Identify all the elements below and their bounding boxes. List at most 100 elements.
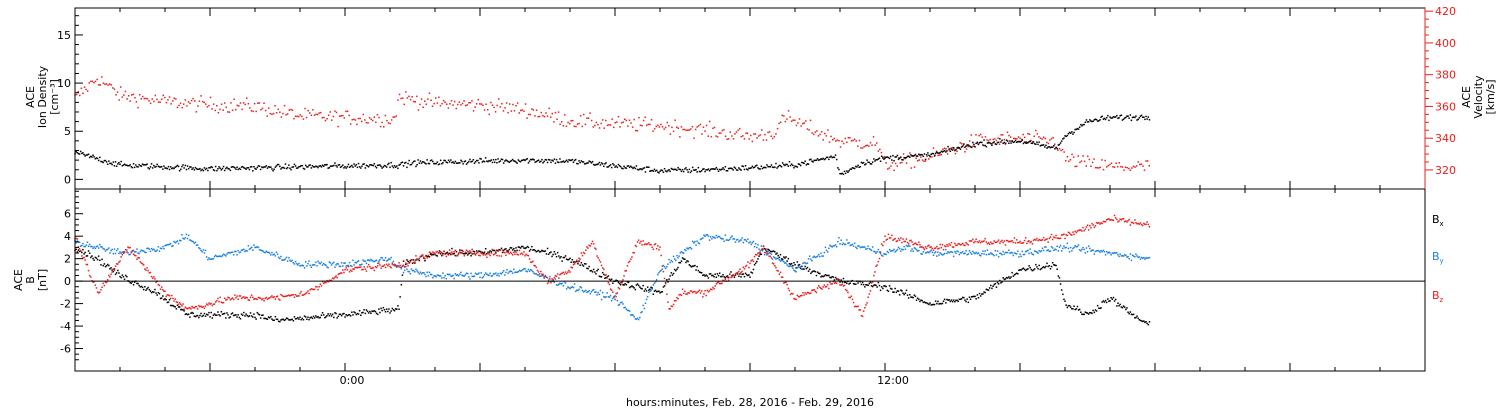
bz-point [886, 238, 889, 240]
bz-point [662, 270, 665, 273]
by-point [849, 244, 851, 247]
by-point [681, 251, 684, 254]
bx-point [372, 310, 374, 313]
by-point [982, 250, 984, 252]
bz-point [828, 287, 830, 290]
bz-point [212, 303, 215, 305]
bz-point [679, 293, 682, 296]
velocity-point [164, 96, 166, 99]
by-point [954, 250, 956, 253]
bz-point [510, 252, 513, 255]
bz-point [735, 272, 738, 275]
density-point [637, 169, 640, 171]
density-point [1136, 119, 1138, 121]
bz-point [804, 292, 806, 294]
by-point [1059, 244, 1062, 247]
density-point [688, 168, 691, 171]
bz-point [715, 283, 718, 285]
bz-point [421, 254, 424, 257]
by-point [1083, 248, 1085, 251]
bx-point [675, 269, 677, 272]
by-point [589, 292, 592, 295]
by-point [607, 296, 610, 298]
velocity-point [433, 102, 435, 105]
velocity-point [75, 93, 78, 96]
by-point [763, 253, 766, 256]
velocity-point [790, 120, 793, 122]
density-point [604, 163, 606, 165]
bx-point [506, 250, 508, 252]
velocity-point [464, 104, 467, 107]
bx-point [939, 302, 941, 305]
bz-point [184, 306, 187, 308]
bz-point [887, 233, 890, 236]
bz-point [853, 305, 856, 308]
velocity-point [501, 103, 503, 105]
by-point [144, 251, 146, 253]
bz-point [262, 297, 264, 300]
bx-point [587, 267, 589, 270]
bx-point [835, 278, 838, 280]
density-point [519, 160, 522, 163]
bz-point [640, 240, 642, 243]
bx-point [436, 255, 439, 257]
density-point [616, 166, 619, 169]
bx-point [517, 246, 520, 248]
by-point [92, 247, 94, 250]
by-point [720, 237, 722, 239]
by-point [481, 277, 484, 279]
legend-by-sub: y [1440, 257, 1444, 265]
density-point [741, 165, 743, 167]
bz-point [275, 296, 278, 298]
bz-point [545, 276, 548, 278]
density-point [313, 166, 316, 168]
by-point [477, 273, 479, 275]
bz-point [331, 277, 334, 279]
velocity-point [1072, 156, 1075, 158]
bz-point [225, 299, 227, 301]
density-point [339, 166, 342, 168]
bz-point [920, 246, 922, 248]
by-point [176, 240, 179, 242]
by-point [690, 248, 693, 250]
bz-point [302, 294, 305, 296]
density-point [131, 166, 134, 169]
density-point [284, 163, 287, 165]
by-point [338, 265, 341, 267]
bz-point [84, 259, 86, 261]
legend-bz-sub: z [1440, 296, 1444, 304]
bx-point [472, 250, 475, 253]
field-axis-title-line3: [nT] [36, 269, 49, 291]
by-point [1147, 257, 1150, 259]
bz-point [619, 282, 622, 284]
velocity-point [869, 141, 872, 144]
by-point [1021, 250, 1024, 253]
bz-point [784, 281, 786, 284]
bx-point [1035, 263, 1037, 266]
bx-point [1108, 300, 1110, 302]
bz-point [609, 288, 612, 290]
density-point [447, 159, 450, 161]
bx-point [519, 247, 522, 249]
density-point [680, 170, 683, 173]
bx-point [577, 263, 579, 265]
by-point [209, 258, 211, 260]
bz-point [717, 281, 720, 283]
bx-point [389, 312, 391, 314]
bz-point [380, 267, 382, 269]
bz-point [255, 298, 257, 300]
by-point [211, 258, 214, 260]
bz-point [742, 266, 745, 268]
density-point [690, 170, 693, 172]
density-point [113, 165, 116, 167]
by-point [454, 273, 457, 275]
velocity-point [932, 147, 935, 149]
density-point [334, 162, 336, 164]
bz-point [702, 296, 704, 298]
density-point [276, 163, 279, 166]
bz-point [637, 239, 640, 241]
by-point [351, 265, 353, 268]
bx-point [1066, 306, 1069, 309]
velocity-point [778, 122, 780, 125]
by-point [529, 269, 532, 271]
